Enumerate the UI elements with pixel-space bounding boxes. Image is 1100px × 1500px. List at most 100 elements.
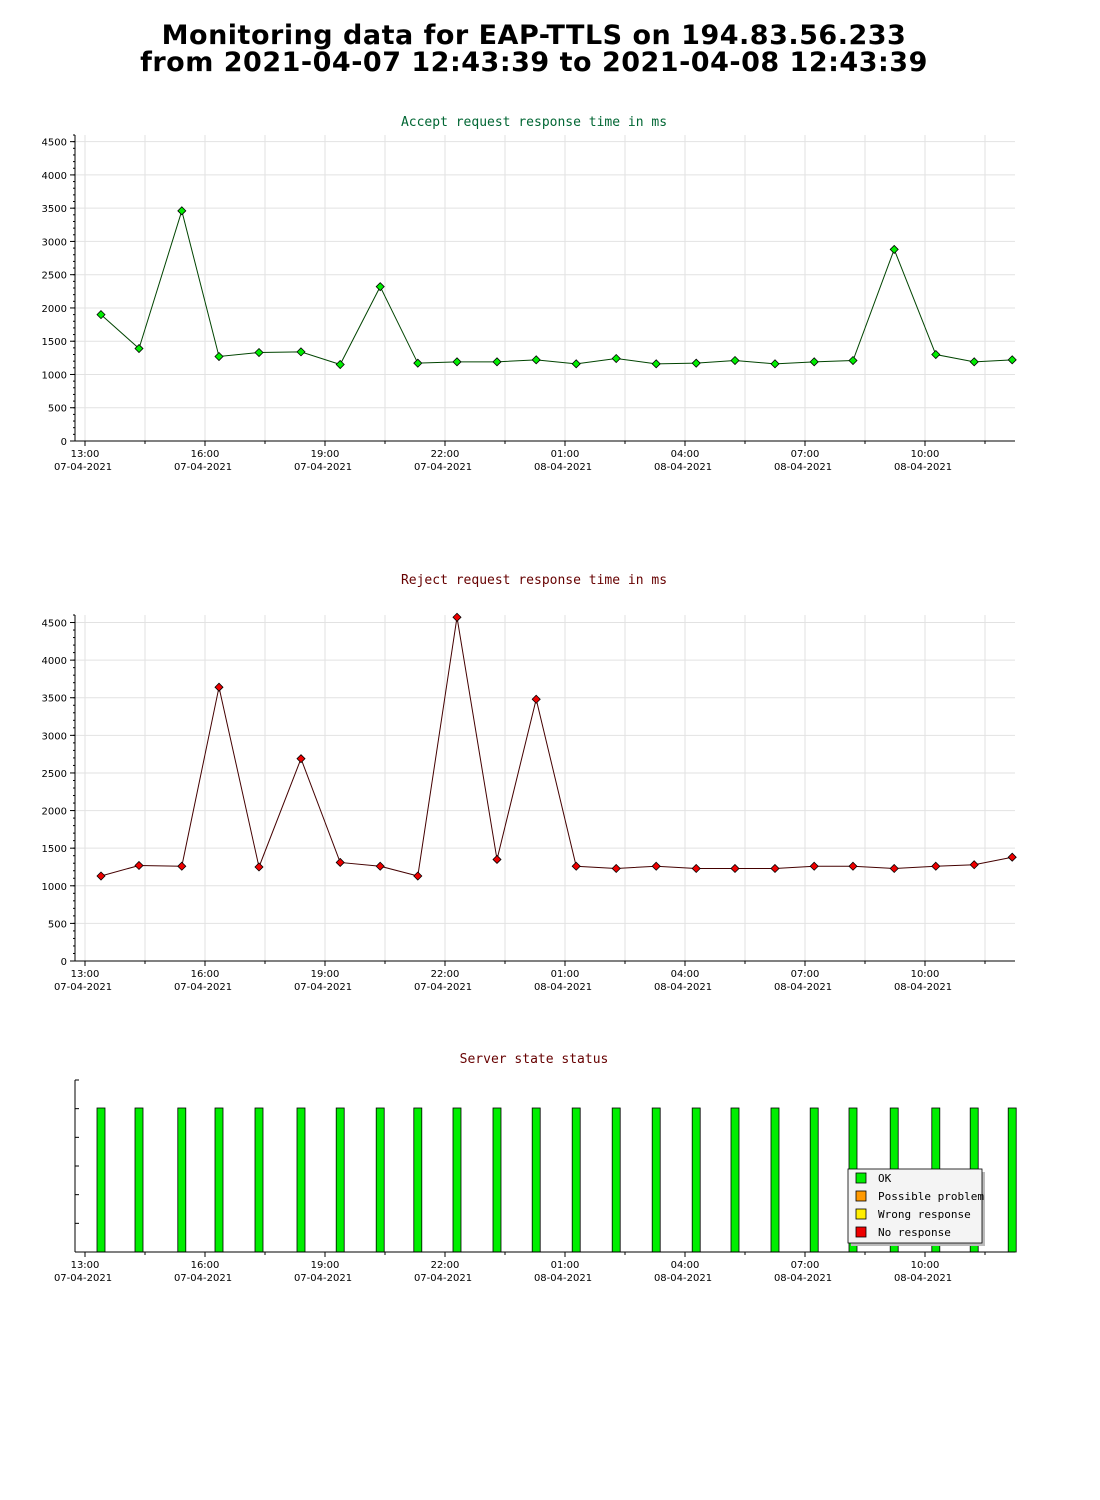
x-tick-label-time: 22:00 xyxy=(431,449,460,460)
data-point xyxy=(531,694,541,704)
chart-title: Server state status xyxy=(460,1052,609,1067)
y-tick-label: 4000 xyxy=(42,171,67,182)
status-bar xyxy=(214,1107,224,1253)
y-tick-label: 2500 xyxy=(42,769,67,780)
y-tick-label: 1500 xyxy=(42,337,67,348)
data-point xyxy=(452,357,462,367)
data-point xyxy=(730,355,740,366)
x-tick-label-time: 13:00 xyxy=(71,969,100,980)
legend-swatch xyxy=(855,1226,867,1238)
data-point xyxy=(335,857,345,868)
data-point xyxy=(296,754,306,764)
status-bar xyxy=(809,1107,819,1253)
y-tick-label: 2500 xyxy=(42,271,67,282)
x-tick-label-time: 13:00 xyxy=(71,449,100,460)
y-tick-label: 500 xyxy=(48,404,67,415)
data-point xyxy=(214,351,224,362)
data-point xyxy=(134,860,144,871)
status-bar xyxy=(413,1107,423,1253)
status-bar xyxy=(134,1107,144,1253)
data-point xyxy=(889,244,899,254)
data-point xyxy=(571,861,581,871)
data-point xyxy=(375,861,385,871)
status-bar xyxy=(531,1107,541,1253)
x-tick-label-time: 16:00 xyxy=(191,1260,220,1271)
data-point xyxy=(969,860,979,870)
y-tick-label: 3000 xyxy=(42,731,67,742)
x-tick-label-date: 08-04-2021 xyxy=(654,462,712,473)
series-line xyxy=(100,617,1013,877)
status-bar xyxy=(254,1107,264,1253)
x-tick-label-date: 07-04-2021 xyxy=(294,982,352,993)
x-tick-label-time: 04:00 xyxy=(671,969,700,980)
status-bar xyxy=(730,1107,740,1253)
data-point xyxy=(809,357,819,367)
x-tick-label-time: 16:00 xyxy=(191,969,220,980)
x-tick-label-date: 08-04-2021 xyxy=(654,982,712,993)
y-tick-label: 4500 xyxy=(42,138,67,149)
chart-title: Reject request response time in ms xyxy=(401,573,667,588)
x-tick-label-date: 07-04-2021 xyxy=(54,982,112,993)
legend-label: No response xyxy=(878,1226,951,1239)
x-tick-label-time: 22:00 xyxy=(431,969,460,980)
x-tick-label-date: 07-04-2021 xyxy=(54,462,112,473)
y-tick-label: 1000 xyxy=(42,882,67,893)
x-tick-label-date: 07-04-2021 xyxy=(174,462,232,473)
series-line xyxy=(100,208,1013,366)
legend-box xyxy=(847,1168,983,1244)
data-point xyxy=(492,854,502,865)
x-tick-label-time: 01:00 xyxy=(551,969,580,980)
legend-swatch xyxy=(855,1208,867,1220)
x-tick-label-date: 08-04-2021 xyxy=(774,982,832,993)
x-tick-label-date: 07-04-2021 xyxy=(414,462,472,473)
data-point xyxy=(296,347,306,357)
status-bar xyxy=(96,1107,106,1253)
x-tick-label-date: 08-04-2021 xyxy=(894,982,952,993)
data-point xyxy=(413,358,423,368)
data-point xyxy=(770,359,780,369)
y-tick-label: 0 xyxy=(61,437,67,448)
status-bar xyxy=(1007,1107,1017,1253)
y-tick-label: 500 xyxy=(48,919,67,930)
x-tick-label-time: 19:00 xyxy=(311,1260,340,1271)
x-tick-label-time: 04:00 xyxy=(671,449,700,460)
page-title: Monitoring data for EAP-TTLS on 194.83.5… xyxy=(0,22,1068,76)
data-point xyxy=(889,863,899,874)
data-point xyxy=(492,357,502,367)
data-point xyxy=(651,359,661,369)
x-tick-label-date: 07-04-2021 xyxy=(414,1273,472,1284)
y-tick-label: 1500 xyxy=(42,844,67,855)
x-tick-label-date: 07-04-2021 xyxy=(174,982,232,993)
x-tick-label-time: 22:00 xyxy=(431,1260,460,1271)
data-point xyxy=(452,612,462,622)
x-tick-label-time: 16:00 xyxy=(191,449,220,460)
status-bar xyxy=(375,1107,385,1253)
x-tick-label-time: 19:00 xyxy=(311,449,340,460)
data-point xyxy=(254,862,264,872)
data-point xyxy=(177,861,187,871)
status-bar xyxy=(651,1107,661,1253)
legend-label: OK xyxy=(878,1172,892,1185)
data-point xyxy=(848,861,858,871)
data-point xyxy=(770,863,780,874)
x-tick-label-date: 08-04-2021 xyxy=(894,1273,952,1284)
x-tick-label-time: 19:00 xyxy=(311,969,340,980)
x-tick-label-date: 08-04-2021 xyxy=(774,462,832,473)
x-tick-label-date: 08-04-2021 xyxy=(894,462,952,473)
status-bar xyxy=(296,1107,306,1253)
x-tick-label-date: 08-04-2021 xyxy=(654,1273,712,1284)
y-tick-label: 1000 xyxy=(42,370,67,381)
page-title-line-1: Monitoring data for EAP-TTLS on 194.83.5… xyxy=(161,20,907,51)
x-tick-label-time: 01:00 xyxy=(551,1260,580,1271)
legend-swatch xyxy=(855,1190,867,1202)
legend-label: Possible problem xyxy=(878,1190,984,1203)
chart-title: Accept request response time in ms xyxy=(401,115,667,130)
legend-swatch xyxy=(855,1172,867,1184)
data-point xyxy=(177,206,187,216)
y-tick-label: 0 xyxy=(61,957,67,968)
y-tick-label: 2000 xyxy=(42,807,67,818)
x-tick-label-time: 10:00 xyxy=(911,1260,940,1271)
y-tick-label: 3500 xyxy=(42,694,67,705)
x-tick-label-date: 07-04-2021 xyxy=(174,1273,232,1284)
status-bar xyxy=(611,1107,621,1253)
